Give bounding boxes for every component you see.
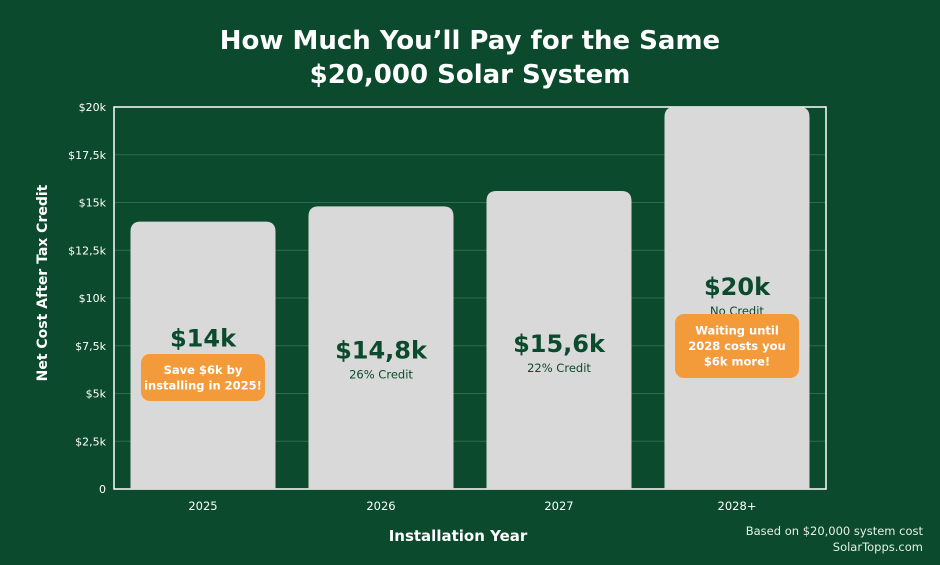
bar-value-label: $14k (170, 325, 237, 353)
y-tick-label: $10k (79, 292, 107, 305)
y-tick-label: $15k (79, 197, 107, 210)
callout-text: installing in 2025! (144, 378, 262, 392)
x-tick-label: 2026 (366, 499, 395, 513)
callout-box (141, 354, 265, 401)
bar-value-label: $14,8k (335, 336, 428, 364)
y-tick-label: $2,5k (75, 435, 106, 448)
chart-title: How Much You’ll Pay for the Same $20,000… (0, 24, 940, 92)
bar-value-label: $20k (704, 273, 771, 301)
x-tick-label: 2025 (188, 499, 217, 513)
y-tick-label: $7,5k (75, 340, 106, 353)
bar (308, 206, 454, 489)
bar (664, 107, 810, 489)
bar-credit-label: 22% Credit (527, 361, 591, 375)
bar-credit-label: 26% Credit (349, 367, 413, 381)
callout-text: Waiting until (695, 324, 779, 338)
x-tick-label: 2028+ (718, 499, 757, 513)
y-tick-label: $12,5k (68, 244, 106, 257)
x-tick-label: 2027 (544, 499, 573, 513)
footer: Based on $20,000 system cost SolarTopps.… (746, 523, 923, 555)
y-tick-label: $5k (86, 388, 107, 401)
plot-frame (113, 106, 827, 490)
chart-title-line-2: $20,000 Solar System (309, 60, 631, 90)
footer-note: Based on $20,000 system cost (745, 524, 923, 538)
x-axis-label: Installation Year (388, 527, 528, 545)
y-tick-label: $17,5k (68, 149, 106, 162)
callout-text: Save $6k by (164, 363, 243, 377)
callout-text: $6k more! (704, 355, 770, 369)
y-axis-label: Net Cost After Tax Credit (35, 184, 51, 382)
bar (486, 191, 632, 490)
footer-source: SolarTopps.com (832, 540, 923, 554)
y-tick-label: $20k (79, 101, 107, 114)
callout-box (675, 314, 799, 378)
bar-value-label: $15,6k (513, 330, 606, 358)
y-tick-label: 0 (99, 483, 106, 496)
chart-title-line-1: How Much You’ll Pay for the Same (219, 26, 721, 56)
callout-text: 2028 costs you (688, 339, 786, 353)
